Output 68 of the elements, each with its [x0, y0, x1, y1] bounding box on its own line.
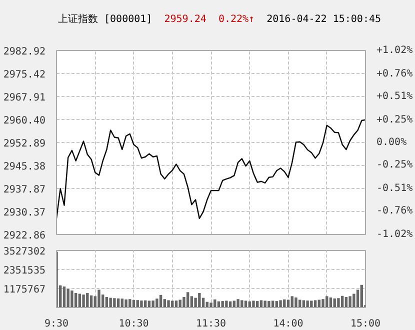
bar: [322, 299, 324, 308]
bar: [221, 301, 224, 308]
bar: [178, 300, 182, 308]
y2-tick-label: +0.25%: [376, 114, 413, 126]
bar: [306, 300, 309, 308]
bar: [152, 300, 154, 308]
bar: [167, 300, 170, 308]
y-tick-label: 1175767: [3, 284, 46, 296]
bar: [186, 292, 190, 308]
y-tick-label: 2930.37: [3, 207, 46, 218]
bar: [156, 298, 158, 308]
y2-tick-label: 0.00%: [376, 137, 407, 148]
bar: [109, 298, 112, 308]
bar: [98, 290, 100, 308]
bar: [337, 298, 340, 308]
chart-title: 上证指数 [000001]: [58, 14, 152, 25]
y2-tick-label: +0.76%: [376, 68, 413, 80]
bar: [326, 296, 328, 308]
bar: [210, 302, 212, 308]
y-tick-label: 2351535: [3, 266, 46, 276]
bar: [294, 297, 298, 308]
bar: [264, 300, 266, 308]
bar: [225, 300, 228, 308]
y2-tick-label: -1.02%: [376, 229, 413, 240]
y2-tick-label: -0.51%: [376, 183, 413, 194]
bar: [268, 301, 270, 308]
y-tick-label: 2937.87: [3, 184, 46, 196]
bar: [252, 300, 255, 308]
bar: [198, 292, 201, 308]
x-tick-label: 11:30: [196, 318, 226, 330]
y-tick-label: 2945.38: [3, 162, 46, 173]
y-tick-label: 3527302: [3, 246, 46, 258]
bar: [140, 300, 143, 308]
y-tick-label: 2975.42: [3, 69, 46, 80]
bar: [62, 286, 66, 308]
bar: [348, 296, 352, 308]
y-tick-label: 2952.89: [3, 138, 46, 150]
y-tick-label: 2922.86: [3, 230, 46, 242]
text: 2016-04-22 15:00:45: [266, 14, 381, 25]
x-tick-label: 14:00: [273, 318, 304, 330]
text: 0.22%↑: [218, 14, 255, 25]
bar: [82, 294, 85, 308]
text: 2959.24: [164, 14, 206, 25]
bar: [190, 296, 194, 308]
bar: [352, 294, 356, 308]
bar: [240, 300, 244, 308]
bar: [124, 299, 128, 308]
bar: [86, 292, 89, 308]
x-tick-label: 15:00: [350, 318, 381, 330]
y2-tick-label: -0.25%: [376, 160, 413, 171]
bar: [333, 298, 336, 308]
y2-tick-label: -0.76%: [376, 206, 413, 217]
y-tick-label: 2967.91: [3, 92, 46, 104]
y-tick-label: 2960.40: [3, 115, 46, 126]
bar: [236, 299, 240, 308]
bar: [279, 300, 282, 308]
bar: [360, 284, 363, 308]
bar: [310, 300, 313, 308]
bar: [70, 290, 74, 308]
bar: [290, 296, 294, 308]
bar: [66, 288, 70, 308]
line-series: [56, 119, 366, 220]
bar: [113, 298, 116, 308]
y-tick-label: 2982.92: [3, 46, 46, 58]
x-tick-label: 9:30: [44, 318, 69, 330]
y2-tick-label: +1.02%: [376, 45, 413, 56]
y2-tick-label: +0.51%: [376, 91, 413, 102]
x-tick-label: 10:30: [118, 318, 149, 330]
